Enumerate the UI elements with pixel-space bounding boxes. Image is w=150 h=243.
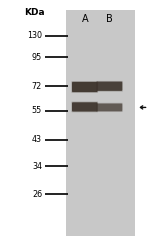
FancyBboxPatch shape (71, 81, 98, 93)
Text: 34: 34 (32, 162, 42, 171)
Text: 95: 95 (32, 52, 42, 62)
Text: 26: 26 (32, 190, 42, 199)
Text: 55: 55 (32, 106, 42, 115)
FancyBboxPatch shape (72, 102, 98, 112)
Text: B: B (106, 14, 113, 24)
Text: A: A (81, 14, 88, 24)
Text: 130: 130 (27, 31, 42, 41)
FancyBboxPatch shape (97, 82, 122, 91)
FancyBboxPatch shape (71, 102, 98, 112)
Bar (66, 10, 135, 236)
Text: 72: 72 (32, 82, 42, 91)
FancyBboxPatch shape (96, 81, 123, 92)
Text: 43: 43 (32, 135, 42, 144)
FancyBboxPatch shape (72, 82, 98, 92)
FancyBboxPatch shape (97, 104, 122, 111)
FancyBboxPatch shape (96, 103, 123, 112)
Text: KDa: KDa (24, 8, 45, 17)
